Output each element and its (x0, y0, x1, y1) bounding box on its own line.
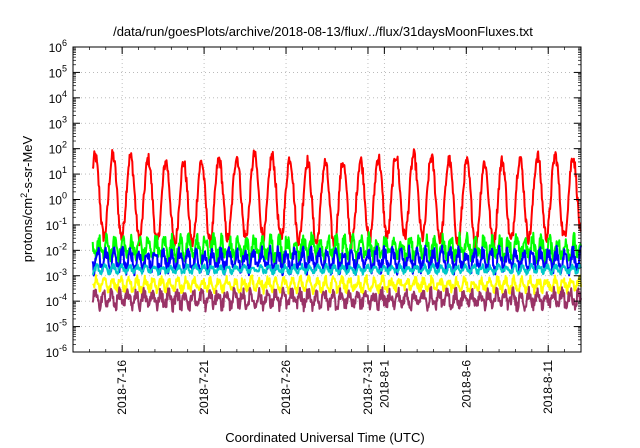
series-line-5 (92, 274, 582, 296)
y-tick-label-exp: -3 (59, 267, 67, 277)
series-line-4 (91, 262, 582, 276)
y-axis-label-rest: -s-sr-MeV (20, 135, 35, 192)
y-tick-label-base: 10 (46, 219, 60, 233)
y-tick-label-base: 10 (49, 168, 63, 182)
y-tick-label: 101 (49, 165, 67, 182)
series-line-3 (91, 244, 582, 277)
y-axis-label-sup: 2 (19, 193, 29, 198)
x-tick-label: 2018-7-16 (115, 360, 129, 415)
y-tick-label: 106 (49, 38, 67, 55)
y-tick-label-base: 10 (49, 117, 63, 131)
y-tick-label: 10-2 (46, 241, 67, 258)
y-tick-label-base: 10 (49, 143, 63, 157)
chart-title: /data/run/goesPlots/archive/2018-08-13/f… (113, 24, 533, 39)
y-tick-label: 104 (49, 89, 67, 106)
x-tick-label: 2018-8-1 (377, 360, 391, 408)
y-tick-label-exp: -5 (59, 318, 67, 328)
series-line-1 (91, 148, 582, 250)
x-tick-labels: 2018-7-16 2018-7-21 2018-7-26 2018-7-31 2018… (115, 360, 555, 415)
y-tick-label-exp: 0 (62, 191, 67, 201)
y-axis-label: protons/cm2-s-sr-MeV (19, 135, 35, 262)
y-tick-label-exp: 1 (62, 165, 67, 175)
y-tick-label-exp: -4 (59, 292, 67, 302)
y-tick-label-base: 10 (46, 295, 60, 309)
series-group (91, 148, 582, 313)
y-tick-label: 100 (49, 191, 67, 208)
y-tick-label-base: 10 (49, 92, 63, 106)
y-tick-label-base: 10 (46, 244, 60, 258)
y-tick-label: 10-6 (46, 343, 67, 360)
y-tick-label: 105 (49, 63, 67, 80)
x-tick-label: 2018-7-26 (279, 360, 293, 415)
y-tick-label-exp: 5 (62, 63, 67, 73)
ticks (73, 46, 581, 353)
series-line-2 (91, 231, 582, 266)
y-tick-label-exp: 3 (62, 114, 67, 124)
y-tick-label: 103 (49, 114, 67, 131)
y-tick-label-base: 10 (46, 346, 60, 360)
x-tick-label: 2018-7-21 (197, 360, 211, 415)
y-tick-label: 10-3 (46, 267, 67, 284)
y-tick-label-base: 10 (49, 194, 63, 208)
y-tick-label-base: 10 (46, 321, 60, 335)
y-tick-label: 10-4 (46, 292, 67, 309)
y-tick-label-exp: 4 (62, 89, 67, 99)
y-tick-label-exp: -6 (59, 343, 67, 353)
y-axis-label-base: protons/cm (20, 198, 35, 262)
y-tick-label-base: 10 (46, 270, 60, 284)
y-tick-label-exp: 2 (62, 140, 67, 150)
x-tick-label: 2018-8-6 (459, 360, 473, 408)
x-tick-label: 2018-8-11 (541, 360, 555, 414)
y-tick-label-exp: 6 (62, 38, 67, 48)
y-tick-label-base: 10 (49, 41, 63, 55)
y-tick-label-exp: -2 (59, 241, 67, 251)
y-tick-label-exp: -1 (59, 216, 67, 226)
x-axis-label: Coordinated Universal Time (UTC) (225, 430, 424, 445)
x-tick-label: 2018-7-31 (361, 360, 375, 415)
y-tick-label: 102 (49, 140, 67, 157)
y-tick-label-base: 10 (49, 66, 63, 80)
y-tick-label: 10-5 (46, 318, 67, 335)
y-tick-labels: 10-610-510-410-310-210-11001011021031041… (46, 38, 67, 360)
y-tick-label: 10-1 (46, 216, 67, 233)
series-line-6 (91, 285, 582, 313)
